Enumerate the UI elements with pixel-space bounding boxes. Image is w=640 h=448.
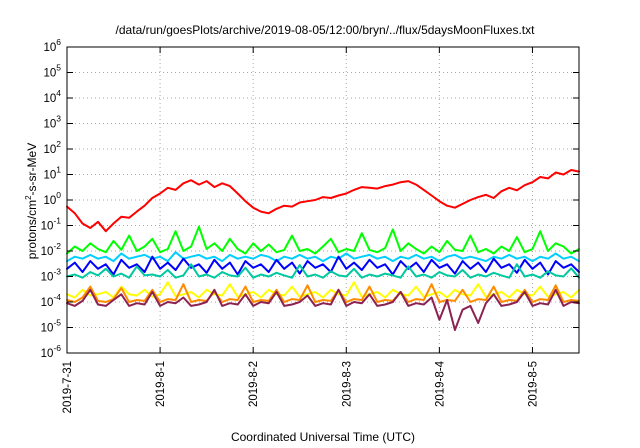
y-tick-label: 10-5 — [41, 318, 62, 335]
x-tick-label: 2019-8-3 — [341, 361, 353, 407]
series-line-1 — [66, 169, 580, 233]
y-axis-ticks: 10-6 10-5 10-4 10-3 10-2 10-1 100 101 102 103 104 1… — [41, 37, 579, 360]
y-tick-label: 10-2 — [41, 241, 62, 258]
y-tick-label: 100 — [43, 190, 61, 207]
series-line-8 — [66, 288, 580, 331]
y-tick-label: 10-6 — [41, 343, 62, 360]
x-tick-label: 2019-8-2 — [248, 361, 260, 407]
series-line-4 — [66, 255, 580, 276]
series-line-3 — [66, 251, 580, 263]
x-axis-label: Coordinated Universal Time (UTC) — [231, 430, 415, 444]
chart-title: /data/run/goesPlots/archive/2019-08-05/1… — [116, 23, 536, 37]
series-line-6 — [66, 281, 580, 299]
y-tick-label: 105 — [43, 63, 61, 80]
x-tick-label: 2019-8-5 — [527, 361, 539, 407]
series-line-5 — [66, 263, 580, 279]
y-tick-label: 103 — [43, 114, 61, 131]
x-tick-label: 2019-8-1 — [155, 361, 167, 407]
y-tick-label: 104 — [43, 88, 61, 105]
series-lines — [66, 169, 580, 331]
series-line-7 — [66, 283, 580, 303]
y-axis-label: protons/cm2-s-sr-MeV — [24, 143, 39, 259]
y-tick-label: 10-4 — [41, 292, 62, 309]
x-tick-label: 2019-8-4 — [434, 360, 446, 407]
y-tick-label: 102 — [43, 139, 61, 156]
grid-lines — [67, 47, 579, 353]
series-line-2 — [66, 225, 580, 255]
x-tick-label: 2019-7-31 — [62, 361, 74, 413]
y-tick-label: 106 — [43, 37, 61, 54]
y-tick-label: 10-1 — [41, 216, 62, 233]
y-tick-label: 101 — [43, 165, 61, 182]
x-axis-ticks: 2019-7-31 2019-8-1 2019-8-2 2019-8-3 2019-8-… — [62, 47, 539, 413]
y-tick-label: 10-3 — [41, 267, 62, 284]
